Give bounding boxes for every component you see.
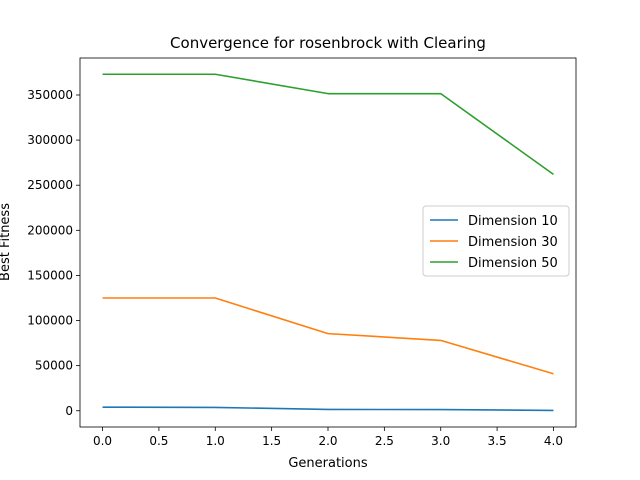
y-tick-label: 0 [65, 404, 73, 418]
y-axis-ticks: 0 50000 100000 150000 200000 250000 300000 3500… [27, 88, 80, 418]
series-line-1 [102, 406, 554, 412]
y-tick-label: 350000 [27, 88, 73, 102]
y-tick-label: 150000 [27, 268, 73, 282]
legend-label: Dimension 10 [468, 214, 558, 229]
x-tick-label: 2.5 [375, 434, 394, 448]
x-tick-label: 4.0 [544, 434, 563, 448]
x-tick-label: 0.5 [149, 434, 168, 448]
x-tick-label: 3.5 [488, 434, 507, 448]
legend-label: Dimension 50 [468, 256, 558, 271]
y-tick-label: 50000 [35, 359, 73, 373]
x-axis-ticks: 0.0 0.5 1.0 1.5 2.0 2.5 3.0 3.5 4.0 [93, 427, 563, 448]
y-tick-label: 300000 [27, 133, 73, 147]
legend: Dimension 10 Dimension 30 Dimension 50 [422, 205, 570, 277]
y-tick-label: 250000 [27, 178, 73, 192]
x-tick-label: 0.0 [93, 434, 112, 448]
y-axis-label: Best Fitness [0, 203, 13, 281]
x-tick-label: 2.0 [318, 434, 337, 448]
x-tick-label: 1.5 [262, 434, 281, 448]
legend-frame [422, 205, 570, 277]
series-lines [102, 73, 554, 412]
legend-label: Dimension 30 [468, 235, 558, 250]
chart-title: Convergence for rosenbrock with Clearing [170, 34, 486, 52]
y-tick-label: 200000 [27, 223, 73, 237]
y-tick-label: 100000 [27, 314, 73, 328]
series-line-3 [102, 73, 554, 176]
x-axis-label: Generations [288, 456, 368, 471]
series-line-2 [102, 297, 554, 375]
x-tick-label: 1.0 [206, 434, 225, 448]
x-tick-label: 3.0 [431, 434, 450, 448]
